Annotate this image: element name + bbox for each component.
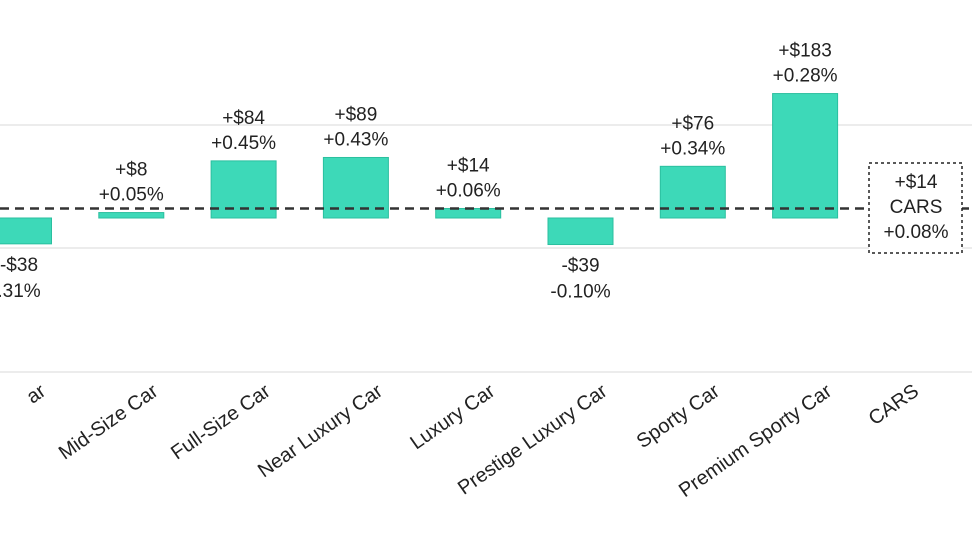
total-name-label: CARS [890, 197, 943, 218]
total-box: +$14 CARS +0.08% [868, 162, 963, 254]
x-tick-label: Sporty Car [633, 380, 724, 453]
data-label-percent: +0.28% [773, 66, 838, 87]
bar [435, 207, 502, 219]
data-label-value: +$8 [115, 160, 147, 181]
data-label-value: +$14 [447, 155, 490, 176]
data-label-percent: +0.45% [211, 133, 276, 154]
bar [772, 93, 839, 219]
total-box-frame [868, 162, 963, 254]
bar [98, 212, 165, 219]
data-label-value: -$39 [561, 256, 599, 277]
data-label-percent: +0.06% [436, 180, 501, 201]
bar [0, 217, 52, 245]
total-value-label: +$14 [895, 172, 938, 193]
data-label-value: +$183 [778, 41, 831, 62]
data-label-percent: .31% [0, 281, 41, 302]
data-label-percent: -0.10% [550, 282, 610, 303]
x-tick-label: Full-Size Car [167, 380, 275, 465]
total-percent-label: +0.08% [884, 222, 949, 243]
x-tick-label: Mid-Size Car [55, 380, 163, 465]
data-label-value: +$89 [335, 104, 378, 125]
bar [547, 217, 614, 246]
data-label-percent: +0.34% [660, 138, 725, 159]
data-label-percent: +0.05% [99, 185, 164, 206]
x-tick-label: ar [23, 380, 50, 408]
x-tick-label: Luxury Car [406, 380, 499, 454]
bar [659, 165, 726, 219]
data-label-value: +$76 [671, 113, 714, 134]
x-tick-label-total: CARS [865, 380, 923, 430]
data-label-percent: +0.43% [323, 129, 388, 150]
bar [210, 160, 277, 219]
x-tick-label: Near Luxury Car [254, 380, 387, 482]
data-labels: -$38 .31% +$8 +0.05% +$84 +0.45% +$89 +0.43% +$1… [0, 41, 838, 303]
data-label-value: -$38 [0, 255, 38, 276]
data-label-value: +$84 [222, 108, 265, 129]
